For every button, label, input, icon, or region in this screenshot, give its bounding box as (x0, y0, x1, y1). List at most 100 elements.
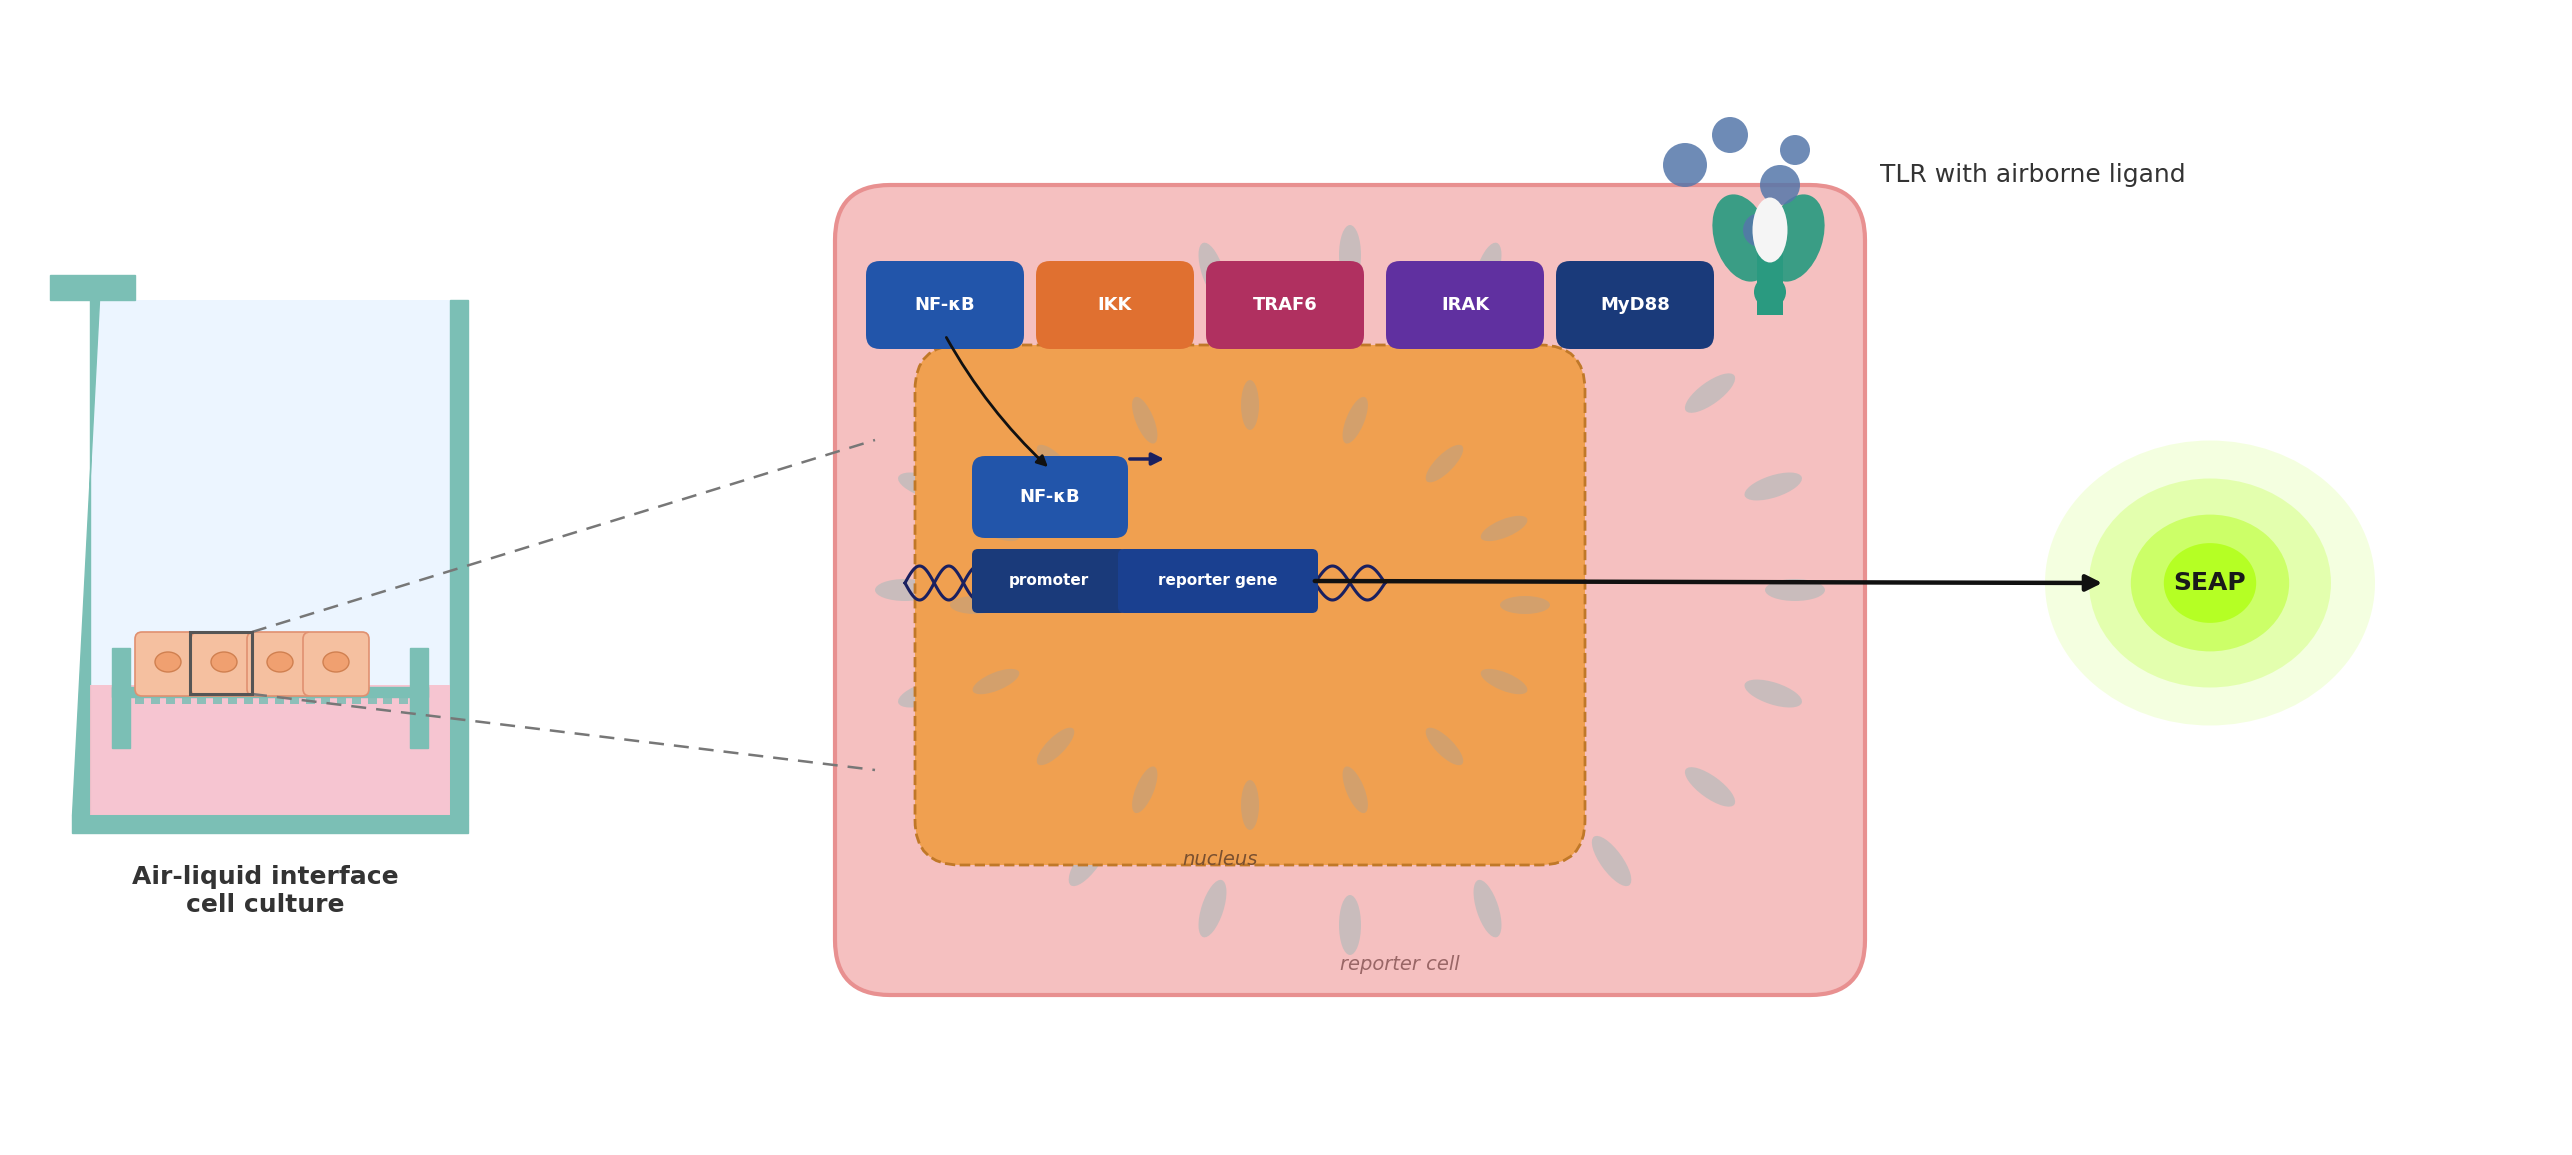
Ellipse shape (1199, 880, 1227, 938)
FancyBboxPatch shape (1556, 261, 1713, 349)
Polygon shape (90, 300, 450, 815)
Bar (260, 692, 267, 705)
FancyBboxPatch shape (916, 345, 1584, 865)
Bar (1757, 234, 1782, 315)
Ellipse shape (972, 669, 1019, 694)
FancyBboxPatch shape (247, 632, 314, 696)
Ellipse shape (1759, 165, 1800, 204)
Bar (383, 692, 391, 705)
Polygon shape (72, 815, 468, 833)
Ellipse shape (964, 373, 1016, 412)
Ellipse shape (1340, 225, 1361, 285)
Polygon shape (90, 685, 450, 815)
Ellipse shape (1664, 143, 1708, 187)
Text: reporter gene: reporter gene (1157, 574, 1278, 589)
FancyBboxPatch shape (1037, 261, 1193, 349)
Ellipse shape (964, 767, 1016, 806)
Ellipse shape (1132, 397, 1157, 444)
Bar (244, 692, 252, 705)
Ellipse shape (949, 596, 1001, 614)
Text: TLR with airborne ligand: TLR with airborne ligand (1880, 163, 2186, 187)
FancyBboxPatch shape (972, 549, 1127, 613)
FancyBboxPatch shape (134, 632, 201, 696)
Text: TRAF6: TRAF6 (1253, 296, 1317, 314)
Ellipse shape (1340, 895, 1361, 955)
Ellipse shape (2088, 478, 2330, 687)
Ellipse shape (1754, 276, 1785, 308)
Text: MyD88: MyD88 (1600, 296, 1669, 314)
FancyBboxPatch shape (1206, 261, 1363, 349)
Bar (291, 692, 298, 705)
FancyBboxPatch shape (190, 632, 257, 696)
Ellipse shape (267, 653, 293, 672)
Text: nucleus: nucleus (1183, 850, 1258, 869)
Ellipse shape (1070, 293, 1109, 344)
Polygon shape (450, 300, 468, 815)
Text: promoter: promoter (1008, 574, 1088, 589)
Ellipse shape (1744, 213, 1777, 247)
Ellipse shape (1764, 579, 1826, 601)
Bar (322, 692, 329, 705)
Ellipse shape (1242, 380, 1260, 430)
Ellipse shape (1713, 194, 1772, 282)
Ellipse shape (154, 653, 180, 672)
Ellipse shape (1070, 836, 1109, 886)
Polygon shape (409, 648, 427, 748)
Ellipse shape (1132, 767, 1157, 813)
Ellipse shape (1343, 767, 1368, 813)
Ellipse shape (1752, 198, 1788, 262)
FancyBboxPatch shape (1386, 261, 1543, 349)
FancyBboxPatch shape (836, 185, 1865, 994)
Bar (275, 692, 283, 705)
Ellipse shape (1037, 445, 1075, 483)
Bar (167, 692, 175, 705)
Ellipse shape (1242, 780, 1260, 830)
Ellipse shape (972, 516, 1019, 542)
Text: IRAK: IRAK (1440, 296, 1489, 314)
Ellipse shape (898, 679, 957, 708)
Ellipse shape (211, 653, 237, 672)
Ellipse shape (1199, 243, 1227, 300)
Bar (134, 692, 144, 705)
FancyBboxPatch shape (867, 261, 1024, 349)
Ellipse shape (1713, 117, 1749, 152)
Ellipse shape (1474, 880, 1502, 938)
Ellipse shape (1764, 194, 1824, 282)
Polygon shape (113, 687, 427, 696)
Text: SEAP: SEAP (2173, 571, 2245, 595)
Text: reporter cell: reporter cell (1340, 955, 1461, 974)
Ellipse shape (1592, 293, 1631, 344)
Bar (198, 692, 206, 705)
Bar (229, 692, 237, 705)
Bar (399, 692, 406, 705)
Ellipse shape (324, 653, 350, 672)
FancyBboxPatch shape (1119, 549, 1317, 613)
Ellipse shape (1685, 767, 1736, 806)
Bar (337, 692, 345, 705)
Bar (368, 692, 376, 705)
Ellipse shape (874, 579, 936, 601)
Bar (183, 692, 190, 705)
Text: Air-liquid interface
cell culture: Air-liquid interface cell culture (131, 865, 399, 917)
Text: NF-κB: NF-κB (916, 296, 975, 314)
Ellipse shape (1499, 596, 1551, 614)
Ellipse shape (1592, 836, 1631, 886)
Ellipse shape (1343, 397, 1368, 444)
Ellipse shape (1685, 373, 1736, 412)
Polygon shape (51, 275, 134, 815)
Ellipse shape (1425, 445, 1463, 483)
Ellipse shape (1481, 516, 1528, 542)
Ellipse shape (1425, 728, 1463, 766)
FancyBboxPatch shape (972, 456, 1129, 538)
Polygon shape (113, 648, 131, 748)
Ellipse shape (1481, 669, 1528, 694)
Text: IKK: IKK (1098, 296, 1132, 314)
Ellipse shape (2130, 515, 2289, 651)
Ellipse shape (2045, 440, 2374, 725)
Ellipse shape (1474, 243, 1502, 300)
Text: NF-κB: NF-κB (1019, 489, 1080, 506)
Ellipse shape (1037, 728, 1075, 766)
Bar (306, 692, 314, 705)
Ellipse shape (1744, 679, 1803, 708)
Bar (352, 692, 360, 705)
